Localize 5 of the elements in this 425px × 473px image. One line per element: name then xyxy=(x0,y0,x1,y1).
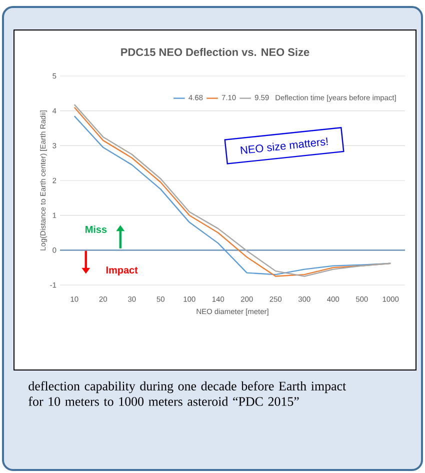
text: deflection capability during one decade before Earth impact for 10 meters to 1000 meters asteroid “PDC 2015” xyxy=(28,381,346,406)
annotation: Miss xyxy=(86,226,107,233)
annotation: NEO size matters! xyxy=(240,138,328,154)
chart-title: PDC15 NEO Deflection vs. NEO Size xyxy=(121,48,310,56)
annotation: Impact xyxy=(106,266,138,276)
